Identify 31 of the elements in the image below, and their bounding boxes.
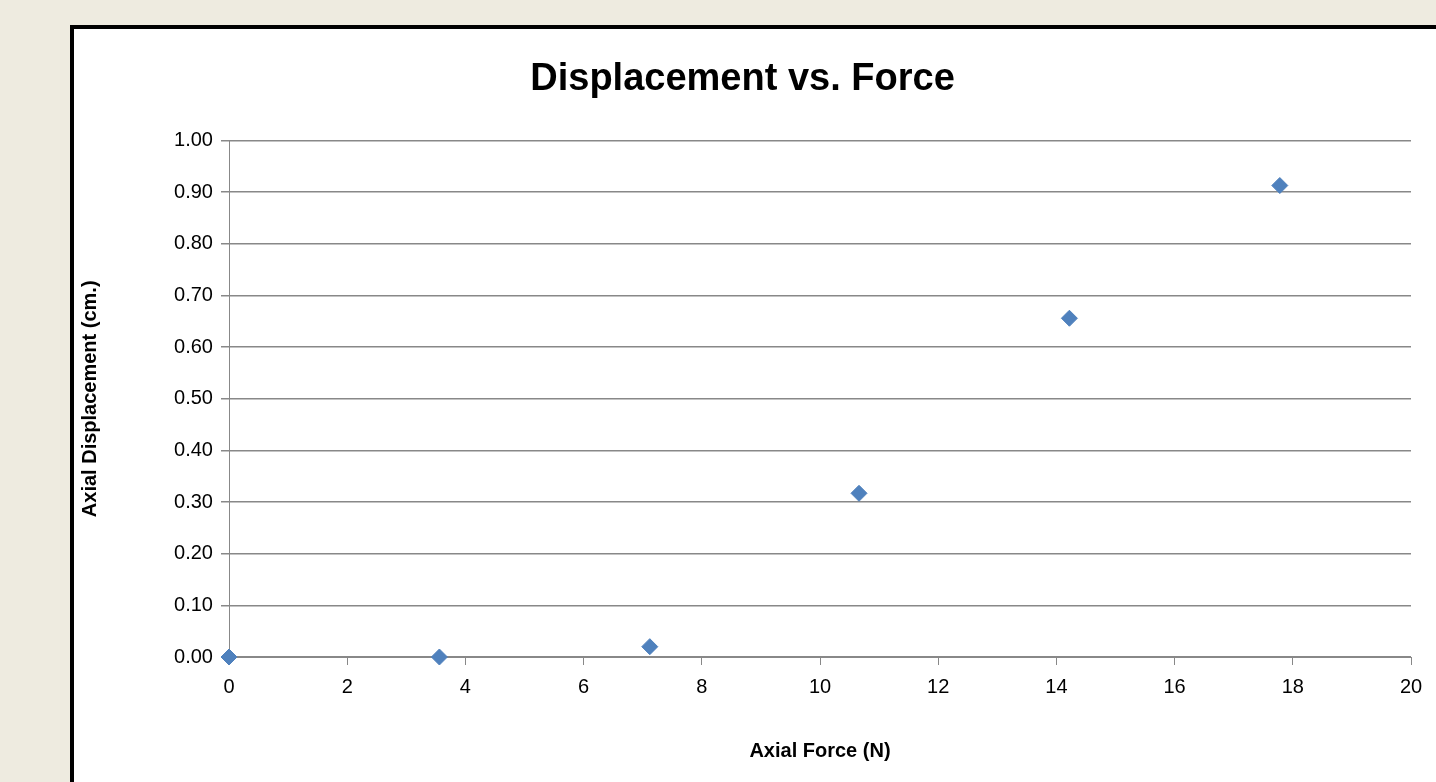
x-tick-label: 16 bbox=[1163, 674, 1186, 697]
point bbox=[220, 648, 238, 666]
x-tick-label: 12 bbox=[927, 674, 950, 697]
x-tick-label: 6 bbox=[578, 674, 590, 697]
point bbox=[850, 484, 868, 502]
y-tick-label: 1.00 bbox=[174, 128, 213, 151]
y-tick-label: 0.90 bbox=[174, 179, 213, 202]
x-tick-label: 8 bbox=[696, 674, 708, 697]
x-tick-label: 14 bbox=[1045, 674, 1068, 697]
y-tick-label: 0.10 bbox=[174, 592, 213, 615]
y-tick-label: 0.70 bbox=[174, 283, 213, 306]
point bbox=[430, 648, 448, 666]
x-tick-label: 20 bbox=[1399, 674, 1423, 697]
y-tick-label: 0.80 bbox=[174, 231, 213, 254]
x-tick-label: 0 bbox=[223, 674, 235, 697]
point bbox=[1060, 309, 1078, 327]
y-tick-label: 0.00 bbox=[174, 644, 213, 667]
y-tick-label: 0.50 bbox=[174, 386, 213, 409]
x-tick-label: 4 bbox=[459, 674, 471, 697]
x-tick-label: 10 bbox=[808, 674, 832, 697]
y-tick-label: 0.60 bbox=[174, 334, 213, 357]
y-tick-label: 0.30 bbox=[174, 489, 213, 512]
x-tick-label: 18 bbox=[1281, 674, 1304, 697]
point bbox=[641, 638, 659, 656]
point bbox=[1271, 177, 1289, 195]
x-axis-title: Axial Force (N) bbox=[749, 738, 891, 761]
x-tick-label: 2 bbox=[341, 674, 353, 697]
y-tick-label: 0.40 bbox=[174, 437, 213, 460]
y-tick-label: 0.20 bbox=[174, 541, 213, 564]
y-axis-title: Axial Displacement (cm.) bbox=[77, 280, 100, 518]
chart-title: Displacement vs. Force bbox=[530, 56, 955, 99]
